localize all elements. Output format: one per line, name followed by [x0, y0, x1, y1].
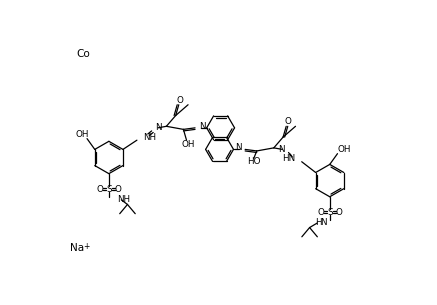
Text: O: O: [177, 96, 184, 105]
Text: S: S: [327, 208, 333, 217]
Text: +: +: [83, 242, 90, 251]
Text: N: N: [156, 123, 162, 132]
Text: O: O: [284, 117, 291, 126]
Text: N: N: [199, 122, 205, 131]
Text: O: O: [336, 208, 343, 217]
Text: Co: Co: [76, 48, 90, 59]
Text: OH: OH: [338, 145, 351, 154]
Text: OH: OH: [76, 130, 89, 139]
Text: O: O: [115, 185, 121, 194]
Text: HN: HN: [282, 154, 295, 163]
Text: NH: NH: [117, 195, 130, 204]
Text: Na: Na: [70, 243, 84, 253]
Text: O: O: [317, 208, 324, 217]
Text: H: H: [316, 218, 322, 228]
Text: N: N: [235, 143, 241, 152]
Text: S: S: [106, 185, 112, 194]
Text: N: N: [320, 218, 326, 228]
Text: O: O: [96, 185, 103, 194]
Text: OH: OH: [181, 140, 195, 149]
Text: N: N: [278, 145, 284, 154]
Text: NH: NH: [143, 133, 156, 142]
Text: HO: HO: [247, 157, 260, 166]
